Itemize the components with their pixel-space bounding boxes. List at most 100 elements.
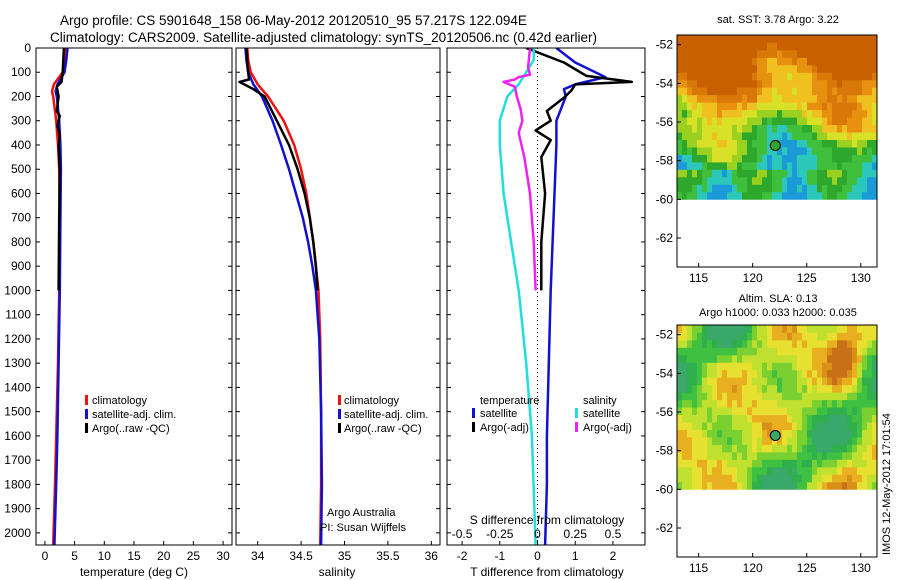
heatmap-cell (702, 117, 708, 126)
heatmap-cell (802, 132, 808, 140)
heatmap-cell (727, 147, 733, 155)
heatmap-cell (797, 325, 803, 333)
heatmap-cell (747, 87, 753, 96)
temperature-axes-frame (35, 47, 233, 546)
heatmap-cell (772, 154, 778, 163)
heatmap-cell (717, 109, 723, 118)
heatmap-cell (747, 466, 753, 475)
heatmap-cell (767, 414, 773, 423)
heatmap-cell (762, 124, 768, 133)
heatmap-cell (727, 124, 733, 133)
heatmap-cell (842, 429, 848, 438)
heatmap-cell (717, 481, 723, 490)
heatmap-cell (807, 161, 813, 170)
sla-map-panel: Altim. SLA: 0.13 Argo h1000: 0.033 h2000… (656, 293, 878, 575)
heatmap-cell (767, 392, 773, 401)
heatmap-cell (787, 451, 793, 460)
heatmap-cell (722, 392, 728, 401)
heatmap-cell (737, 139, 743, 148)
heatmap-cell (717, 451, 723, 460)
heatmap-cell (817, 64, 823, 73)
heatmap-cell (847, 369, 853, 378)
heatmap-cell (872, 139, 878, 148)
heatmap-cell (692, 79, 698, 88)
heatmap-cell (852, 79, 858, 88)
heatmap-cell (742, 369, 748, 378)
heatmap-cell (787, 176, 793, 185)
heatmap-cell (802, 399, 808, 408)
heatmap-cell (847, 161, 853, 170)
heatmap-cell (787, 414, 793, 423)
heatmap-cell (817, 169, 823, 178)
heatmap-cell (817, 354, 823, 363)
heatmap-cell (712, 332, 718, 341)
heatmap-cell (867, 399, 873, 408)
heatmap-cell (782, 79, 788, 88)
heatmap-cell (742, 422, 748, 430)
heatmap-cell (722, 414, 728, 423)
heatmap-cell (782, 87, 788, 96)
heatmap-cell (677, 384, 683, 393)
heatmap-cell (777, 102, 783, 111)
heatmap-cell (872, 384, 878, 393)
heatmap-cell (682, 102, 688, 111)
heatmap-cell (762, 87, 768, 96)
heatmap-cell (772, 49, 778, 58)
heatmap-cell (857, 362, 863, 371)
heatmap-cell (707, 459, 713, 468)
heatmap-cell (767, 35, 773, 43)
heatmap-cell (717, 332, 723, 341)
heatmap-cell (812, 109, 818, 118)
heatmap-cell (817, 94, 823, 103)
heatmap-cell (707, 384, 713, 393)
heatmap-cell (787, 354, 793, 363)
heatmap-cell (872, 474, 878, 483)
heatmap-cell (842, 184, 848, 193)
heatmap-cell (797, 94, 803, 103)
heatmap-cell (837, 94, 843, 103)
heatmap-cell (717, 139, 723, 148)
heatmap-cell (692, 399, 698, 408)
heatmap-cell (777, 79, 783, 88)
heatmap-cell (797, 117, 803, 126)
legend-heading-salinity: salinity (583, 395, 617, 407)
heatmap-cell (837, 42, 843, 51)
heatmap-cell (712, 72, 718, 81)
heatmap-cell (772, 332, 778, 341)
heatmap-cell (727, 42, 733, 51)
heatmap-cell (702, 377, 708, 386)
heatmap-cell (817, 332, 823, 341)
heatmap-cell (842, 161, 848, 170)
heatmap-cell (867, 474, 873, 483)
heatmap-cell (837, 72, 843, 81)
heatmap-cell (797, 414, 803, 423)
heatmap-cell (772, 481, 778, 490)
heatmap-cell (682, 154, 688, 163)
temperature-axis-label: temperature (deg C) (80, 565, 188, 579)
x-tick-label: 35 (338, 549, 352, 563)
heatmap-cell (757, 414, 763, 423)
heatmap-cell (707, 139, 713, 148)
heatmap-cell (812, 42, 818, 51)
heatmap-cell (802, 384, 808, 393)
heatmap-cell (682, 354, 688, 363)
sla-heatmap-cells (677, 325, 878, 490)
heatmap-cell (752, 362, 758, 371)
heatmap-cell (847, 191, 853, 200)
heatmap-cell (837, 161, 843, 170)
heatmap-cell (872, 339, 878, 348)
heatmap-cell (812, 407, 818, 416)
heatmap-cell (852, 139, 858, 148)
heatmap-cell (867, 466, 873, 475)
heatmap-cell (812, 35, 818, 43)
heatmap-cell (782, 362, 788, 371)
heatmap-cell (777, 176, 783, 185)
heatmap-cell (677, 422, 683, 430)
heatmap-cell (742, 117, 748, 126)
heatmap-cell (722, 42, 728, 51)
heatmap-cell (732, 102, 738, 111)
heatmap-cell (837, 429, 843, 438)
heatmap-cell (762, 176, 768, 185)
heatmap-cell (817, 392, 823, 401)
heatmap-cell (872, 184, 878, 193)
